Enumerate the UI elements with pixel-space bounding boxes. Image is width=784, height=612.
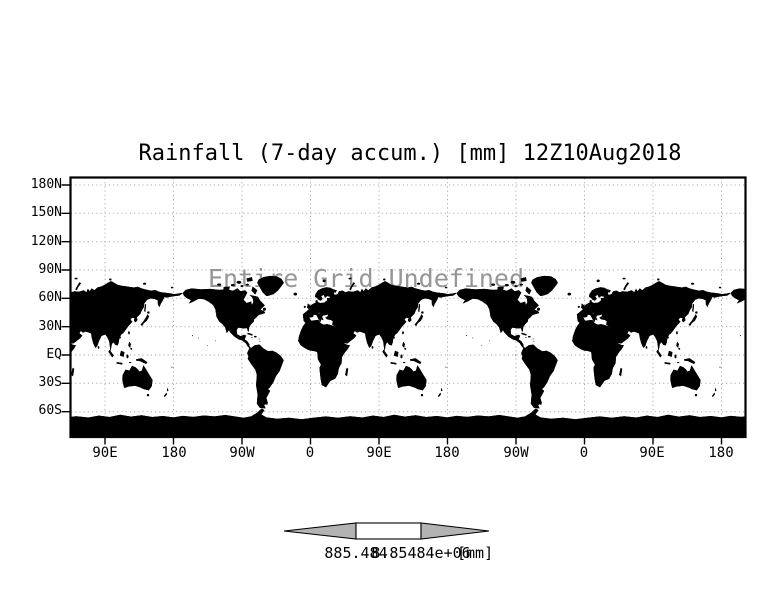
lon-tick-label: 180 bbox=[161, 445, 187, 461]
world-map-outline-repass bbox=[71, 275, 745, 437]
lon-tick-label: 0 bbox=[305, 445, 315, 461]
colorbar-max-label: 8.85484e+06 bbox=[371, 544, 471, 562]
lat-tick-label: EQ bbox=[46, 347, 62, 362]
lon-tick-label: 90W bbox=[503, 445, 529, 461]
axis-ticks bbox=[61, 184, 723, 445]
plot-border bbox=[69, 176, 747, 439]
lat-tick-label: 30S bbox=[38, 375, 62, 390]
lon-tick-label: 0 bbox=[579, 445, 589, 461]
colorbar bbox=[283, 522, 490, 540]
lon-tick-label: 180 bbox=[708, 445, 734, 461]
lat-tick-label: 60S bbox=[38, 403, 62, 418]
colorbar-min-label: 885.484 bbox=[324, 544, 388, 562]
colorbar-mid-box bbox=[355, 522, 422, 540]
lat-tick-label: 30N bbox=[38, 319, 62, 334]
lon-tick-label: 90E bbox=[92, 445, 118, 461]
lon-tick-label: 90W bbox=[229, 445, 255, 461]
colorbar-left-arrow bbox=[283, 522, 357, 540]
lat-tick-label: 60N bbox=[38, 290, 62, 305]
lon-tick-label: 90E bbox=[366, 445, 392, 461]
colorbar-right-arrow bbox=[420, 522, 490, 540]
lat-tick-label: 180N bbox=[30, 177, 62, 192]
lat-tick-label: 90N bbox=[38, 262, 62, 277]
colorbar-units-label: [mm] bbox=[457, 544, 494, 562]
lat-tick-label: 150N bbox=[30, 205, 62, 220]
lon-tick-label: 90E bbox=[639, 445, 665, 461]
lon-tick-label: 180 bbox=[434, 445, 460, 461]
plot-title: Rainfall (7-day accum.) [mm] 12Z10Aug201… bbox=[138, 141, 682, 166]
lat-tick-label: 120N bbox=[30, 234, 62, 249]
